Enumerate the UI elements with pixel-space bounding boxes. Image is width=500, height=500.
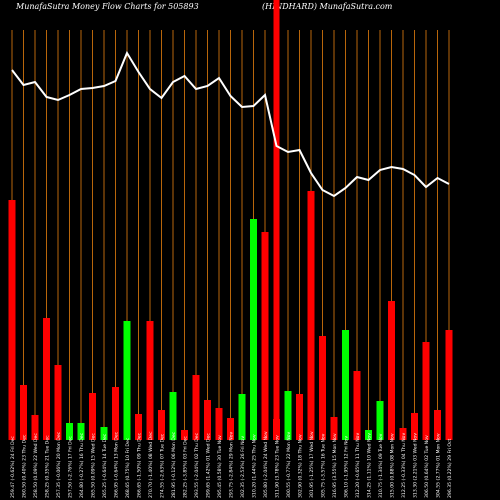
bar <box>227 418 234 440</box>
x-tick-label: 299.65 (1.42%) 01 Wed Dec <box>206 433 212 498</box>
bar <box>204 400 211 440</box>
bar <box>31 415 39 440</box>
highlight-group <box>273 0 280 440</box>
bar <box>411 413 418 440</box>
bar <box>112 387 119 440</box>
x-tick-label: 315.00 (0.88%) 08 Mon Nov <box>390 433 396 498</box>
x-tick-label: 306.10 (-1.95%) 12 Fri Nov <box>344 436 350 498</box>
x-tick-label: 310.75 (-1.34%) 09 Tue Nov <box>378 433 384 498</box>
bar <box>8 200 16 440</box>
x-tick-label: 301.95 (-1.25%) 17 Wed Nov <box>309 431 315 498</box>
x-tick-label: 302.90 (0.32%) 18 Thu Nov <box>298 434 304 498</box>
bar <box>296 394 303 440</box>
x-tick-label: 260.50 (0.40%) 23 Thu Dec <box>22 434 28 498</box>
highlight-bar <box>273 0 280 440</box>
x-tick-label: 302.35 (-2.53%) 26 Fri Nov <box>240 436 246 498</box>
x-tick-label: 258.50 (0.09%) 22 Wed Dec <box>33 433 39 498</box>
bar <box>365 430 372 440</box>
chart-symbol: (HINDHARD) MunafaSutra.com <box>262 2 393 11</box>
x-tick-label: 257.35 (-0.06%) 20 Mon Dec <box>56 431 62 498</box>
x-tick-label: 313.30 (2.21%) 03 Wed Nov <box>413 433 419 498</box>
bar <box>261 232 269 440</box>
bar <box>434 410 441 440</box>
bar <box>422 342 430 440</box>
x-tick-label: 305.75 (-3.57%) 16 Tue Nov <box>321 433 327 498</box>
x-tick-label: 300.55 (-0.77%) 22 Mon Nov <box>286 431 292 498</box>
x-tick-label: 312.25 (-0.33%) 04 Thu Nov <box>401 433 407 498</box>
x-tick-label: 293.75 (-2.84%) 29 Mon Nov <box>229 431 235 498</box>
x-tick-label: 265.25 (-0.64%) 14 Tue Dec <box>102 433 108 498</box>
x-tick-label: 265.50 (0.09%) 15 Wed Dec <box>91 433 97 498</box>
x-tick-label: 293.55 (-2.04%) 02 Thu Dec <box>194 432 200 498</box>
bar <box>169 392 177 440</box>
x-tick-label: 312.20 (-0.65%) 11 Thu Nov <box>355 433 361 498</box>
bar <box>342 330 349 440</box>
bar <box>181 430 188 440</box>
chart-title: MunafaSutra Money Flow Charts for 505893 <box>16 2 199 11</box>
x-labels-group: 259.47 (-0.62%) 24 Fri Dec 260.50 (0.40%)… <box>10 431 453 498</box>
money-flow-line <box>11 50 450 198</box>
bar <box>284 391 292 440</box>
x-tick-label: 305.80 (-2.04%) 24 Wed Nov <box>263 431 269 498</box>
bar <box>20 385 27 440</box>
bar <box>250 219 257 440</box>
x-tick-label: 268.65 (0.75%) 10 Fri Dec <box>125 437 131 498</box>
bars-group <box>8 191 453 440</box>
bar <box>77 423 85 440</box>
x-tick-label: 306.50 (0.64%) 02 Tue Nov <box>424 435 430 498</box>
bar <box>54 365 62 440</box>
bar <box>388 301 395 440</box>
x-tick-label: 259.47 (-0.62%) 24 Fri Dec <box>10 436 16 498</box>
bar <box>307 191 315 440</box>
bar <box>330 417 338 440</box>
x-tick-label: 296.35 (0.22%) 29 Fri Oct <box>447 438 453 498</box>
x-tick-label: 257.50 (-2.76%) 17 Fri Dec <box>68 436 74 498</box>
bar <box>399 428 407 440</box>
x-tick-label: 281.95 (-0.12%) 06 Mon Dec <box>171 431 177 498</box>
x-tick-label: 266.95 (-0.64%) 13 Mon Dec <box>114 431 120 498</box>
x-tick-label: 266.65 (-1.50%) 09 Thu Dec <box>137 432 143 498</box>
x-tick-label: 316.95 (3.55%) 15 Mon Nov <box>332 433 338 498</box>
bar <box>376 401 384 440</box>
x-tick-label: 264.80 (-0.27%) 16 Thu Dec <box>79 432 85 498</box>
bar <box>123 321 131 440</box>
bar <box>238 394 246 440</box>
bar <box>43 318 50 440</box>
bar <box>192 375 200 440</box>
x-tick-label: 304.55 (2.77%) 01 Mon Nov <box>436 433 442 498</box>
x-tick-label: 258.25 (0.35%) 21 Tue Dec <box>45 435 51 498</box>
x-tick-label: 311.90 (3.78%) 23 Tue Nov <box>275 435 281 498</box>
bar <box>135 414 142 440</box>
x-tick-label: 295.45 (0.58%) 30 Tue Nov <box>217 435 223 498</box>
bar <box>158 410 165 440</box>
bar <box>100 427 108 440</box>
x-tick-label: 310.20 (1.44%) 25 Thu Nov <box>252 434 258 498</box>
bar <box>319 336 326 440</box>
x-tick-label: 282.25 (-3.85%) 03 Fri Dec <box>183 436 189 498</box>
bar <box>66 423 73 440</box>
x-tick-label: 274.55 (-2.63%) 07 Tue Dec <box>160 433 166 498</box>
chart-header: MunafaSutra Money Flow Charts for 505893… <box>0 2 500 16</box>
x-tick-label: 270.70 (-1.40%) 08 Wed Dec <box>148 431 154 498</box>
bar <box>445 330 453 440</box>
bar <box>353 371 361 440</box>
bar <box>146 321 154 440</box>
x-tick-label: 314.25 (1.11%) 10 Wed Nov <box>367 433 373 498</box>
bar <box>89 393 96 440</box>
bar <box>215 408 223 440</box>
